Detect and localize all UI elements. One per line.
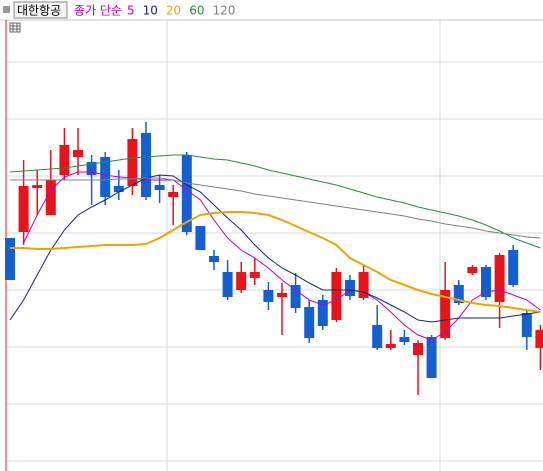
candle-body [168,192,179,197]
legend-entry: 5 [127,4,135,18]
ma-line [10,211,541,313]
title-box[interactable] [13,1,68,19]
candle-body [127,139,138,186]
candle-body [399,337,410,342]
candle-body [113,186,124,192]
ma-line [10,177,541,239]
candle-body [5,238,15,280]
grid-icon-lines [10,23,20,32]
candle-body [467,267,478,273]
legend-label: 종가 단순 [74,4,122,18]
candle-body [195,226,206,250]
candle-body [222,272,233,297]
ma-line [9,174,541,323]
candle-body [494,255,505,302]
candle-body [304,307,315,338]
candle-body [32,185,43,188]
candle-body [290,285,301,308]
candle-body [331,272,342,320]
candle-body [521,313,532,337]
legend-entry: 120 [212,4,235,18]
candle-body [73,150,83,157]
candle-body [59,145,70,175]
candle-body [481,267,491,297]
candle-body [358,272,369,298]
ma-line [23,171,541,341]
candle-body [141,133,151,197]
candle-body [453,285,464,303]
title-icon [3,6,10,13]
candle-body [86,162,97,175]
candle-body [372,325,383,348]
candle-body [317,300,328,326]
candle-body [426,337,437,378]
legend-entry: 10 [143,4,158,18]
candle-body [440,290,451,338]
candle-body [277,293,287,297]
candle-body [209,256,219,262]
candle-body [100,157,111,197]
candle-body [18,186,29,232]
candle-body [413,343,423,355]
candle-body [345,280,355,296]
chart-title: 대한항공 [17,4,61,18]
candle-body [45,180,56,215]
candle-body [508,250,519,285]
grid-icon[interactable] [9,22,21,33]
candle-body [249,272,260,278]
candle-body [263,290,274,302]
ma-line [9,154,541,249]
candle-body [154,185,165,190]
candle-body [236,272,247,290]
legend-entry: 20 [166,4,181,18]
candle-body [385,344,396,348]
legend-entry: 60 [189,4,204,18]
candle-body [535,330,543,348]
candle-body [181,155,192,232]
